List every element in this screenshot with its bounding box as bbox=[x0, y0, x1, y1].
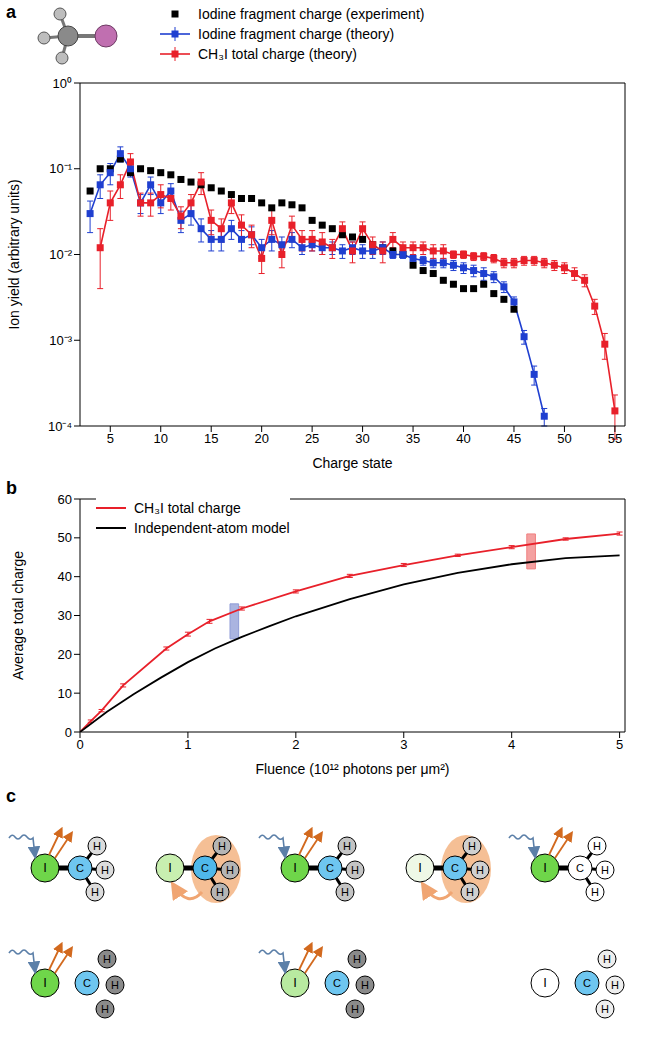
html-text:CH₃I total charge (theory): CH₃I total charge (theory) bbox=[198, 46, 357, 62]
svg-text:0: 0 bbox=[76, 737, 83, 752]
svg-text:Ion yield (arbitrary units): Ion yield (arbitrary units) bbox=[6, 179, 22, 329]
svg-text:H: H bbox=[101, 1003, 109, 1015]
svg-text:20: 20 bbox=[58, 647, 72, 662]
svg-text:H: H bbox=[351, 864, 359, 876]
svg-text:I: I bbox=[543, 860, 547, 875]
svg-text:I: I bbox=[168, 860, 172, 875]
svg-text:I: I bbox=[543, 975, 547, 990]
svg-text:H: H bbox=[603, 953, 611, 965]
svg-text:40: 40 bbox=[58, 569, 72, 584]
svg-text:4: 4 bbox=[508, 737, 515, 752]
svg-text:H: H bbox=[111, 979, 119, 991]
svg-text:H: H bbox=[601, 864, 609, 876]
svg-text:55: 55 bbox=[608, 431, 622, 446]
svg-text:30: 30 bbox=[355, 431, 369, 446]
svg-text:10⁻²: 10⁻² bbox=[49, 247, 72, 262]
svg-text:C: C bbox=[451, 862, 459, 874]
svg-text:H: H bbox=[476, 864, 484, 876]
svg-text:2: 2 bbox=[292, 737, 299, 752]
svg-text:H: H bbox=[591, 886, 599, 898]
svg-text:I: I bbox=[418, 860, 422, 875]
svg-text:H: H bbox=[103, 953, 111, 965]
svg-text:30: 30 bbox=[58, 608, 72, 623]
svg-text:H: H bbox=[341, 886, 349, 898]
svg-text:10⁻⁴: 10⁻⁴ bbox=[48, 419, 72, 434]
svg-text:Average total charge: Average total charge bbox=[10, 551, 26, 680]
html-text:c: c bbox=[6, 786, 16, 806]
svg-text:35: 35 bbox=[406, 431, 420, 446]
svg-text:I: I bbox=[43, 860, 47, 875]
svg-text:50: 50 bbox=[58, 530, 72, 545]
svg-text:H: H bbox=[93, 840, 101, 852]
svg-text:20: 20 bbox=[254, 431, 268, 446]
html-text:Independent-atom model: Independent-atom model bbox=[134, 520, 290, 536]
svg-text:10⁻³: 10⁻³ bbox=[49, 333, 72, 348]
svg-text:10⁻¹: 10⁻¹ bbox=[49, 161, 72, 176]
svg-text:I: I bbox=[43, 975, 47, 990]
svg-text:5: 5 bbox=[616, 737, 623, 752]
svg-text:H: H bbox=[611, 979, 619, 991]
svg-text:Charge state: Charge state bbox=[312, 455, 392, 471]
svg-text:5: 5 bbox=[107, 431, 114, 446]
svg-text:H: H bbox=[593, 840, 601, 852]
svg-text:C: C bbox=[76, 862, 84, 874]
svg-text:1: 1 bbox=[184, 737, 191, 752]
svg-text:10⁰: 10⁰ bbox=[53, 76, 72, 91]
svg-text:H: H bbox=[353, 953, 361, 965]
html-text:b: b bbox=[6, 478, 17, 498]
svg-text:C: C bbox=[83, 977, 91, 989]
html-text:Iodine fragment charge (experi: Iodine fragment charge (experiment) bbox=[198, 6, 425, 22]
svg-text:H: H bbox=[343, 840, 351, 852]
svg-text:C: C bbox=[576, 862, 584, 874]
svg-text:H: H bbox=[361, 979, 369, 991]
svg-text:50: 50 bbox=[557, 431, 571, 446]
svg-text:H: H bbox=[468, 840, 476, 852]
svg-text:H: H bbox=[101, 864, 109, 876]
svg-text:C: C bbox=[333, 977, 341, 989]
svg-text:C: C bbox=[201, 862, 209, 874]
svg-text:10: 10 bbox=[154, 431, 168, 446]
svg-text:I: I bbox=[293, 975, 297, 990]
svg-text:3: 3 bbox=[400, 737, 407, 752]
svg-text:40: 40 bbox=[456, 431, 470, 446]
html-text:CH₃I total charge: CH₃I total charge bbox=[134, 500, 241, 516]
svg-text:C: C bbox=[583, 977, 591, 989]
svg-text:10: 10 bbox=[58, 686, 72, 701]
svg-text:H: H bbox=[218, 840, 226, 852]
svg-text:25: 25 bbox=[305, 431, 319, 446]
svg-text:H: H bbox=[466, 886, 474, 898]
svg-text:15: 15 bbox=[204, 431, 218, 446]
html-text:a: a bbox=[6, 2, 16, 22]
html-text:Iodine fragment charge (theory: Iodine fragment charge (theory) bbox=[198, 26, 395, 42]
svg-text:I: I bbox=[293, 860, 297, 875]
svg-text:H: H bbox=[226, 864, 234, 876]
svg-text:C: C bbox=[326, 862, 334, 874]
svg-text:45: 45 bbox=[507, 431, 521, 446]
svg-text:Fluence (10¹² photons per μm²): Fluence (10¹² photons per μm²) bbox=[255, 761, 449, 777]
svg-text:H: H bbox=[216, 886, 224, 898]
svg-text:H: H bbox=[91, 886, 99, 898]
svg-text:H: H bbox=[351, 1003, 359, 1015]
svg-text:0: 0 bbox=[65, 725, 72, 740]
svg-text:60: 60 bbox=[58, 492, 72, 507]
svg-text:H: H bbox=[601, 1003, 609, 1015]
